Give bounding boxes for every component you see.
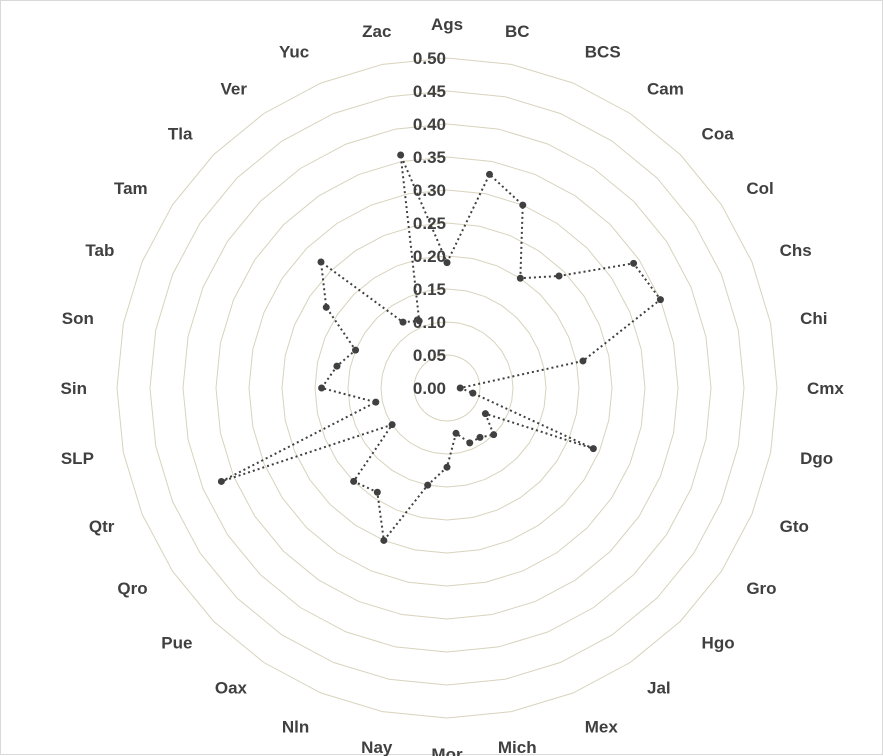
grid-ring-0.25 [281,222,613,554]
category-label-Mex: Mex [585,718,619,737]
tick-label: 0.35 [413,148,446,167]
category-label-Cam: Cam [647,80,684,99]
category-label-Ver: Ver [221,80,248,99]
category-label-Tab: Tab [85,241,114,260]
tick-label: 0.00 [413,379,446,398]
data-point-Qro [388,421,396,429]
data-point-Nln [380,536,388,544]
data-point-Yuc [415,317,423,325]
tick-label: 0.20 [413,247,446,266]
category-label-Zac: Zac [362,22,391,41]
data-point-Ags [443,259,451,267]
data-point-Cmx [456,384,464,392]
data-point-Nay [424,481,432,489]
data-point-Cam [516,274,524,282]
category-label-Mich: Mich [498,738,537,756]
grid-layer [116,57,778,719]
category-label-Yuc: Yuc [279,42,309,61]
tick-label: 0.10 [413,313,446,332]
category-label-Son: Son [62,309,94,328]
category-label-Tam: Tam [114,179,148,198]
category-label-Chs: Chs [780,241,812,260]
tick-label-layer: 0.00 0.05 0.10 0.15 0.20 0.25 0.30 0.35 0.40 0.45… [413,49,446,398]
data-point-Gro [481,410,489,418]
data-point-Ver [399,318,407,326]
category-label-Gto: Gto [780,517,809,536]
data-point-BC [485,170,493,178]
data-point-Coa [555,272,563,280]
tick-label: 0.40 [413,115,446,134]
data-point-Tam [322,303,330,311]
tick-label: 0.25 [413,214,446,233]
category-label-Hgo: Hgo [702,634,735,653]
data-point-Jal [476,433,484,441]
grid-ring-0.30 [248,189,646,587]
category-label-Dgo: Dgo [800,449,833,468]
data-point-Zac [397,151,405,159]
data-point-Tab [352,346,360,354]
data-point-Col [630,259,638,267]
category-label-Gro: Gro [746,579,776,598]
category-label-Coa: Coa [702,124,735,143]
category-label-BC: BC [505,22,530,41]
category-label-Qtr: Qtr [89,517,115,536]
data-point-Son [333,362,341,370]
category-label-layer: Ags BC BCS Cam Coa Col Chs Chi Cmx Dgo Gto Gro Hgo Ja… [61,15,845,756]
grid-ring-0.45 [149,90,745,686]
grid-ring-0.15 [347,288,547,488]
data-point-Gto [589,445,597,453]
category-label-Tla: Tla [168,124,193,143]
data-point-Qtr [217,477,225,485]
series-layer [217,151,664,544]
data-point-Chs [656,296,664,304]
data-point-Pue [350,477,358,485]
data-point-Mor [443,463,451,471]
data-point-Dgo [469,389,477,397]
tick-label: 0.45 [413,82,446,101]
grid-ring-0.40 [182,123,712,653]
grid-ring-0.05 [413,354,481,422]
category-label-Chi: Chi [800,309,827,328]
category-label-Jal: Jal [647,678,671,697]
category-label-Nay: Nay [361,738,393,756]
grid-ring-0.35 [215,156,679,620]
data-point-BCS [519,201,527,209]
category-label-Ags: Ags [431,15,463,34]
category-label-Qro: Qro [117,579,147,598]
data-point-SLP [372,398,380,406]
category-label-Sin: Sin [61,379,87,398]
data-point-Chi [579,357,587,365]
category-label-Pue: Pue [161,634,192,653]
category-label-Cmx: Cmx [807,379,844,398]
grid-ring-0.10 [380,321,514,455]
grid-ring-0.50 [116,57,778,719]
tick-label: 0.30 [413,181,446,200]
tick-label: 0.05 [413,346,446,365]
category-label-SLP: SLP [61,449,94,468]
data-point-Sin [318,384,326,392]
grid-ring-0.20 [314,255,580,521]
data-point-Mex [466,439,474,447]
tick-label: 0.50 [413,49,446,68]
tick-label: 0.15 [413,280,446,299]
data-point-Hgo [490,431,498,439]
data-point-Oax [373,488,381,496]
category-label-Oax: Oax [215,678,248,697]
category-label-BCS: BCS [585,42,621,61]
data-point-Mich [452,429,460,437]
category-label-Mor: Mor [431,745,463,756]
data-point-Tla [317,258,325,266]
category-label-Col: Col [746,179,773,198]
category-label-Nln: Nln [282,718,309,737]
